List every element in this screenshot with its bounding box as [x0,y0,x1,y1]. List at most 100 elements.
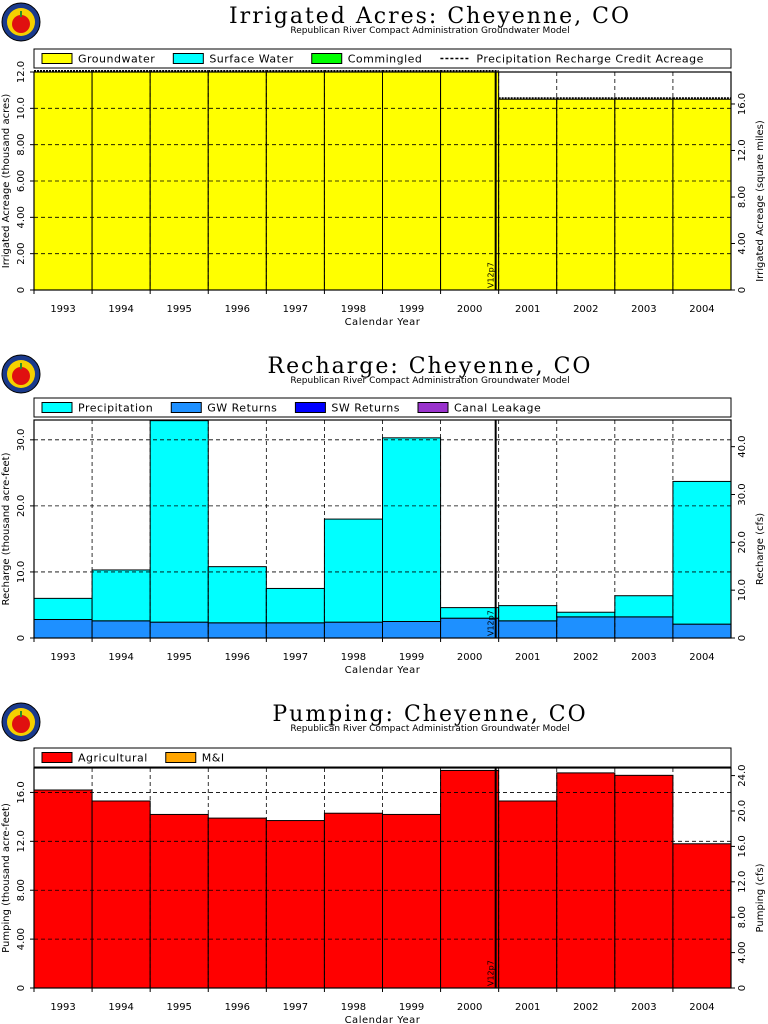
x-tick-label: 1995 [166,304,191,315]
y-tick-label: 12.0 [16,61,27,83]
bar-gw-returns [498,620,558,639]
y2-tick-label: 8.00 [737,906,748,928]
y-tick-label: 0 [16,635,27,641]
bar-agricultural [207,817,267,989]
y2-tick-label: 16.0 [737,93,748,115]
legend-label: Agricultural [78,752,148,765]
x-tick-label: 1994 [108,1002,133,1013]
x-tick-label: 1994 [108,304,133,315]
bar-gw-returns [265,622,325,639]
y2-tick-label: 12.0 [737,139,748,161]
x-axis-label: Calendar Year [345,317,421,328]
x-tick-label: 1994 [108,652,133,663]
legend-swatch [172,53,204,64]
x-tick-label: 1999 [399,652,424,663]
bar-agricultural [265,820,325,989]
legend-label: Groundwater [78,53,155,66]
y-tick-label: 8.00 [16,134,27,156]
x-tick-label: 2000 [457,652,482,663]
x-tick-label: 2004 [689,652,714,663]
y-tick-label: 16.0 [16,781,27,803]
apple-icon [12,15,30,33]
bar-agricultural [556,772,616,989]
bar-agricultural [672,843,732,989]
bar-precipitation [33,597,93,621]
y2-axis-label: Irrigated Acreage (square miles) [755,120,766,282]
bar-gw-returns [614,616,674,639]
y2-tick-label: 10.0 [737,579,748,601]
y-axis-label: Irrigated Acreage (thousand acres) [1,94,12,269]
y2-axis-label: Recharge (cfs) [755,513,766,585]
x-tick-label: 2002 [573,1002,598,1013]
chart-title: Pumping: Cheyenne, CO [272,702,588,727]
chart-subtitle: Republican River Compact Administration … [290,376,570,386]
x-tick-label: 1993 [50,1002,75,1013]
y2-tick-label: 0 [737,985,748,991]
y2-tick-label: 20.0 [737,800,748,822]
y-axis-label: Recharge (thousand acre-feet) [1,452,12,605]
y-tick-label: 0 [16,985,27,991]
legend-label: Precipitation Recharge Credit Acreage [476,53,704,66]
bar-agricultural [149,813,209,989]
bar-groundwater [149,71,209,291]
bar-precipitation [265,587,325,624]
y-tick-label: 0 [16,287,27,293]
x-axis-label: Calendar Year [345,665,421,676]
x-tick-label: 2004 [689,304,714,315]
bar-agricultural [323,812,383,989]
legend-swatch [294,402,326,413]
legend-swatch [41,402,73,413]
chart-title: Irrigated Acres: Cheyenne, CO [228,4,632,29]
bar-agricultural [440,769,500,989]
y2-tick-label: 8.00 [737,186,748,208]
bar-precipitation [91,569,151,622]
y2-tick-label: 4.00 [737,941,748,963]
bar-agricultural [498,800,558,989]
legend-swatch [41,752,73,763]
legend-label: SW Returns [331,402,400,415]
y-tick-label: 6.00 [16,170,27,192]
irrigated-acres-chart: Groundwater Surface Water Commingled Precip… [1,2,766,328]
bar-precipitation [556,611,616,618]
apple-stem-icon [20,11,22,17]
x-tick-label: 1997 [283,304,308,315]
x-tick-label: 1995 [166,1002,191,1013]
y2-tick-label: 40.0 [737,436,748,458]
legend-swatch [417,402,449,413]
x-tick-label: 1996 [225,304,250,315]
y-tick-label: 12.0 [16,830,27,852]
x-tick-label: 2001 [515,652,540,663]
apple-stem-icon [20,363,22,369]
bar-gw-returns [672,623,732,639]
x-tick-label: 1996 [225,1002,250,1013]
legend-label: Precipitation [78,402,153,415]
bar-precipitation [207,566,267,624]
x-tick-label: 1997 [283,1002,308,1013]
x-tick-label: 2003 [631,652,656,663]
x-tick-label: 2003 [631,1002,656,1013]
apple-icon [12,715,30,733]
legend-label: GW Returns [207,402,277,415]
y-tick-label: 30.0 [16,429,27,451]
y2-tick-label: 24.0 [737,764,748,786]
y2-axis-label: Pumping (cfs) [755,863,766,932]
bar-groundwater [498,98,558,291]
bar-precipitation [382,437,442,622]
x-tick-label: 2002 [573,652,598,663]
y2-tick-label: 30.0 [737,483,748,505]
y-tick-label: 10.0 [16,97,27,119]
irrigated-acres-panel: Irrigated Acres: Cheyenne, CO Republican… [0,0,768,340]
y2-tick-label: 0 [737,635,748,641]
x-tick-label: 2000 [457,1002,482,1013]
bar-precipitation [323,518,383,623]
x-tick-label: 2004 [689,1002,714,1013]
x-tick-label: 1999 [399,304,424,315]
legend-box [33,48,732,69]
bar-precipitation [614,595,674,618]
legend-swatch [311,53,343,64]
bar-gw-returns [91,620,151,639]
bar-precipitation [498,605,558,622]
y-tick-label: 8.00 [16,879,27,901]
y-tick-label: 4.00 [16,206,27,228]
pumping-chart: Agricultural M&I 16.0 12.0 8.00 4.00 0 24.0 20.0… [1,702,766,1024]
